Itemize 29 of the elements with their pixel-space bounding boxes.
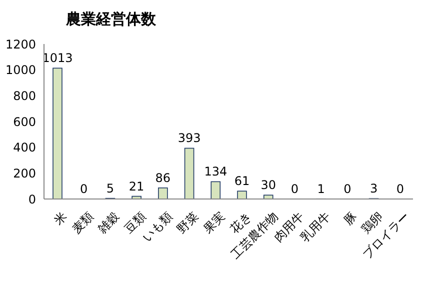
y-tick-label: 1000 [5, 63, 36, 78]
x-tick-label: 豆類 [122, 209, 149, 236]
y-tick-label: 600 [13, 114, 36, 129]
y-tick-label: 1200 [5, 37, 36, 52]
data-label: 1013 [42, 51, 73, 66]
data-label: 0 [290, 182, 299, 196]
x-tick-label: 果実 [200, 209, 228, 236]
data-label: 86 [155, 170, 171, 185]
data-label: 30 [260, 178, 276, 192]
x-tick-label: 米 [51, 209, 70, 228]
data-label: 3 [370, 182, 378, 196]
y-tick-label: 800 [13, 88, 36, 103]
data-label: 0 [344, 182, 352, 196]
y-tick-label: 0 [28, 192, 36, 206]
data-label: 393 [178, 131, 201, 146]
data-label: 0 [80, 182, 88, 196]
x-tick-label: 豚 [341, 209, 360, 228]
data-label: 1 [317, 182, 325, 196]
data-label: 134 [204, 164, 228, 179]
x-tick-label: 野菜 [174, 209, 202, 236]
data-label: 21 [128, 179, 144, 194]
y-tick-label: 400 [13, 140, 36, 155]
y-tick-label: 200 [13, 166, 36, 180]
data-label: 5 [106, 181, 114, 196]
data-label: 61 [234, 174, 250, 188]
chart-title: 農業経営体数 [66, 10, 156, 29]
data-label: 0 [396, 182, 404, 196]
x-tick-label: 麦類 [69, 209, 96, 236]
x-tick-label: 雑穀 [95, 209, 122, 236]
